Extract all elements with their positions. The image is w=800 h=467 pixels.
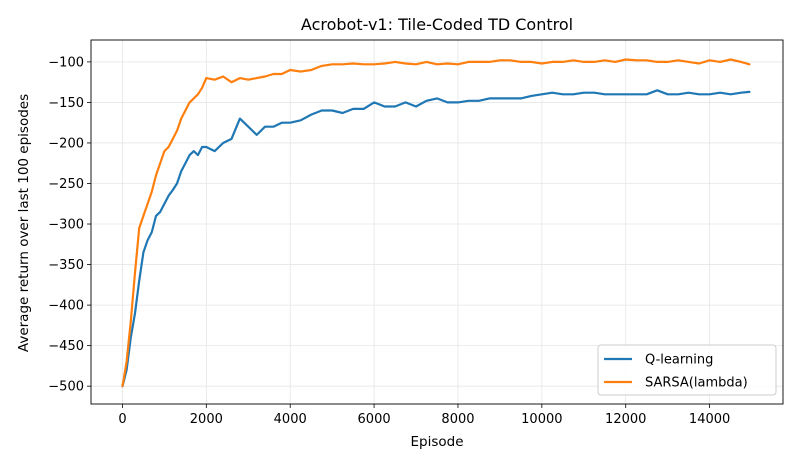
y-tick-label: −250 bbox=[48, 177, 84, 192]
y-tick-label: −150 bbox=[48, 96, 84, 111]
x-tick-label: 14000 bbox=[689, 412, 730, 427]
x-tick-label: 10000 bbox=[521, 412, 562, 427]
x-tick-label: 2000 bbox=[190, 412, 223, 427]
x-tick-label: 12000 bbox=[605, 412, 646, 427]
series-line-2 bbox=[121, 58, 751, 388]
axis-ticks: 0 2000 4000 6000 8000 10000 12000 14000 −500 −450… bbox=[48, 55, 730, 427]
x-axis-label: Episode bbox=[410, 434, 463, 450]
plot-frame bbox=[90, 39, 784, 405]
y-tick-label: −100 bbox=[48, 55, 84, 70]
chart-title: Acrobot-v1: Tile-Coded TD Control bbox=[301, 15, 573, 34]
x-tick-label: 0 bbox=[118, 412, 126, 427]
y-axis-label: Average return over last 100 episodes bbox=[16, 94, 32, 352]
x-tick-label: 6000 bbox=[358, 412, 391, 427]
y-tick-label: −450 bbox=[48, 339, 84, 354]
legend-label: SARSA(lambda) bbox=[645, 376, 748, 391]
legend-box bbox=[597, 344, 777, 396]
legend-label: Q-learning bbox=[645, 353, 713, 368]
y-tick-label: −300 bbox=[48, 218, 84, 233]
series-line-1 bbox=[121, 89, 751, 388]
x-tick-label: 4000 bbox=[274, 412, 307, 427]
y-tick-label: −500 bbox=[48, 380, 84, 395]
legend: Q-learning SARSA(lambda) bbox=[597, 344, 777, 396]
y-tick-label: −200 bbox=[48, 136, 84, 151]
series-layer bbox=[121, 58, 751, 388]
y-tick-label: −350 bbox=[48, 258, 84, 273]
grid bbox=[91, 40, 783, 404]
y-tick-label: −400 bbox=[48, 299, 84, 314]
x-tick-label: 8000 bbox=[441, 412, 474, 427]
